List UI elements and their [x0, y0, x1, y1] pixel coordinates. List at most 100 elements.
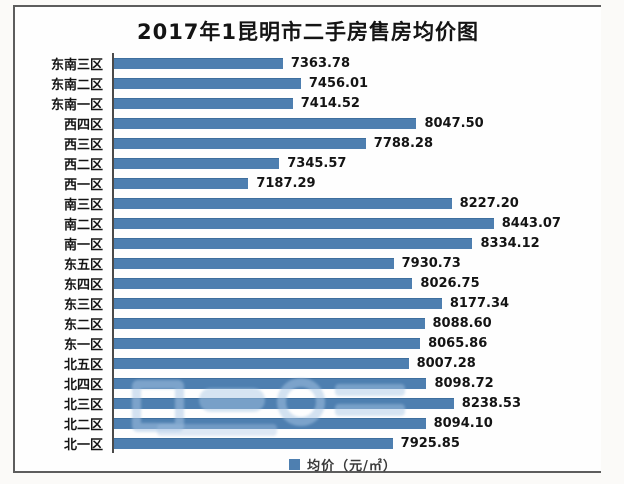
chart-row: 北三区 8238.53: [15, 393, 601, 413]
category-label: 东南二区: [50, 77, 103, 93]
value-label: 7345.57: [287, 155, 347, 171]
bar-track: 8098.72: [112, 373, 544, 393]
bar-track: 8047.50: [112, 113, 544, 133]
category-label: 南三区: [63, 197, 103, 213]
value-label: 8065.86: [428, 335, 488, 351]
category-label: 东三区: [63, 297, 103, 313]
value-label: 8026.75: [420, 275, 480, 291]
bar-track: 7925.85: [112, 433, 544, 453]
bar-track: 8443.07: [112, 213, 561, 233]
value-label: 7187.29: [256, 175, 316, 191]
chart-title: 2017年1昆明市二手房售房均价图: [136, 20, 480, 44]
bar: [114, 97, 293, 109]
plot-rows: 东南三区 7363.78 东南二区 7456.01 东南一区 7414.52 西四区 8047…: [15, 53, 601, 453]
bar: [114, 357, 409, 369]
chart-row: 东南一区 7414.52: [15, 93, 601, 113]
chart-row: 东一区 8065.86: [15, 333, 601, 353]
bar: [114, 197, 452, 209]
chart-row: 东南二区 7456.01: [15, 73, 601, 93]
bar: [114, 77, 301, 89]
category-label: 东南三区: [50, 57, 103, 73]
bar-track: 7414.52: [112, 93, 544, 113]
bar: [114, 157, 280, 169]
bar: [114, 377, 427, 389]
value-label: 8007.28: [416, 355, 476, 371]
bar: [114, 397, 454, 409]
category-label: 北五区: [63, 357, 103, 373]
bar-track: 8177.34: [112, 293, 544, 313]
category-label: 北三区: [63, 397, 103, 413]
value-label: 8334.12: [480, 235, 540, 251]
category-label: 西二区: [63, 157, 103, 173]
bar-track: 8334.12: [112, 233, 544, 253]
bar-track: 7788.28: [112, 133, 544, 153]
bar: [114, 317, 425, 329]
chart-row: 西一区 7187.29: [15, 173, 601, 193]
category-label: 北二区: [63, 417, 103, 433]
bar: [114, 277, 413, 289]
value-label: 7414.52: [300, 95, 360, 111]
value-label: 7930.73: [401, 255, 461, 271]
bar-track: 7930.73: [112, 253, 544, 273]
category-label: 北四区: [63, 377, 103, 393]
value-label: 8227.20: [459, 195, 519, 211]
chart-row: 东二区 8088.60: [15, 313, 601, 333]
bar-track: 7363.78: [112, 53, 544, 73]
legend: 均价（元/㎡）: [15, 455, 601, 474]
chart-row: 西三区 7788.28: [15, 133, 601, 153]
value-label: 8088.60: [432, 315, 492, 331]
chart-row: 北四区 8098.72: [15, 373, 601, 393]
bar-track: 8026.75: [112, 273, 544, 293]
bar: [114, 217, 494, 229]
category-label: 东五区: [63, 257, 103, 273]
bar: [114, 177, 249, 189]
bar: [114, 337, 421, 349]
value-label: 7788.28: [373, 135, 434, 151]
category-label: 西一区: [63, 177, 103, 193]
chart-row: 东南三区 7363.78: [15, 53, 601, 73]
category-label: 东一区: [63, 337, 103, 353]
value-label: 8238.53: [461, 395, 521, 411]
value-label: 8047.50: [424, 115, 484, 131]
value-label: 8098.72: [434, 375, 494, 391]
bar: [114, 417, 426, 429]
bar: [114, 237, 473, 249]
category-label: 西四区: [63, 117, 103, 133]
bar-track: 8094.10: [112, 413, 544, 433]
chart-row: 西四区 8047.50: [15, 113, 601, 133]
chart-frame: 2017年1昆明市二手房售房均价图 东南三区 7363.78 东南二区 7456.01…: [13, 5, 601, 474]
chart-row: 东三区 8177.34: [15, 293, 601, 313]
bar-track: 8088.60: [112, 313, 544, 333]
value-label: 8443.07: [501, 215, 561, 231]
value-label: 7456.01: [308, 75, 369, 91]
category-label: 南一区: [63, 237, 103, 253]
bar-track: 7345.57: [112, 153, 544, 173]
category-label: 东四区: [63, 277, 103, 293]
chart-row: 南三区 8227.20: [15, 193, 601, 213]
chart-row: 北二区 8094.10: [15, 413, 601, 433]
bar-track: 7187.29: [112, 173, 544, 193]
legend-label: 均价（元/㎡）: [307, 459, 397, 474]
category-label: 北一区: [63, 437, 103, 453]
bar-track: 8007.28: [112, 353, 544, 373]
category-label: 东二区: [63, 317, 103, 333]
chart-row: 南二区 8443.07: [15, 213, 601, 233]
bar: [114, 57, 283, 69]
bar: [114, 437, 393, 449]
bar-track: 8227.20: [112, 193, 544, 213]
chart-row: 北五区 8007.28: [15, 353, 601, 373]
value-label: 7363.78: [290, 55, 351, 71]
bar-track: 8238.53: [112, 393, 544, 413]
bar: [114, 257, 394, 269]
chart-row: 东五区 7930.73: [15, 253, 601, 273]
bar: [114, 297, 442, 309]
bar: [114, 117, 417, 129]
chart-row: 北一区 7925.85: [15, 433, 601, 453]
chart-row: 西二区 7345.57: [15, 153, 601, 173]
bar-track: 7456.01: [112, 73, 544, 93]
bar-track: 8065.86: [112, 333, 544, 353]
bar: [114, 137, 366, 149]
value-label: 7925.85: [400, 435, 460, 451]
category-label: 南二区: [63, 217, 103, 233]
value-label: 8177.34: [449, 295, 510, 311]
